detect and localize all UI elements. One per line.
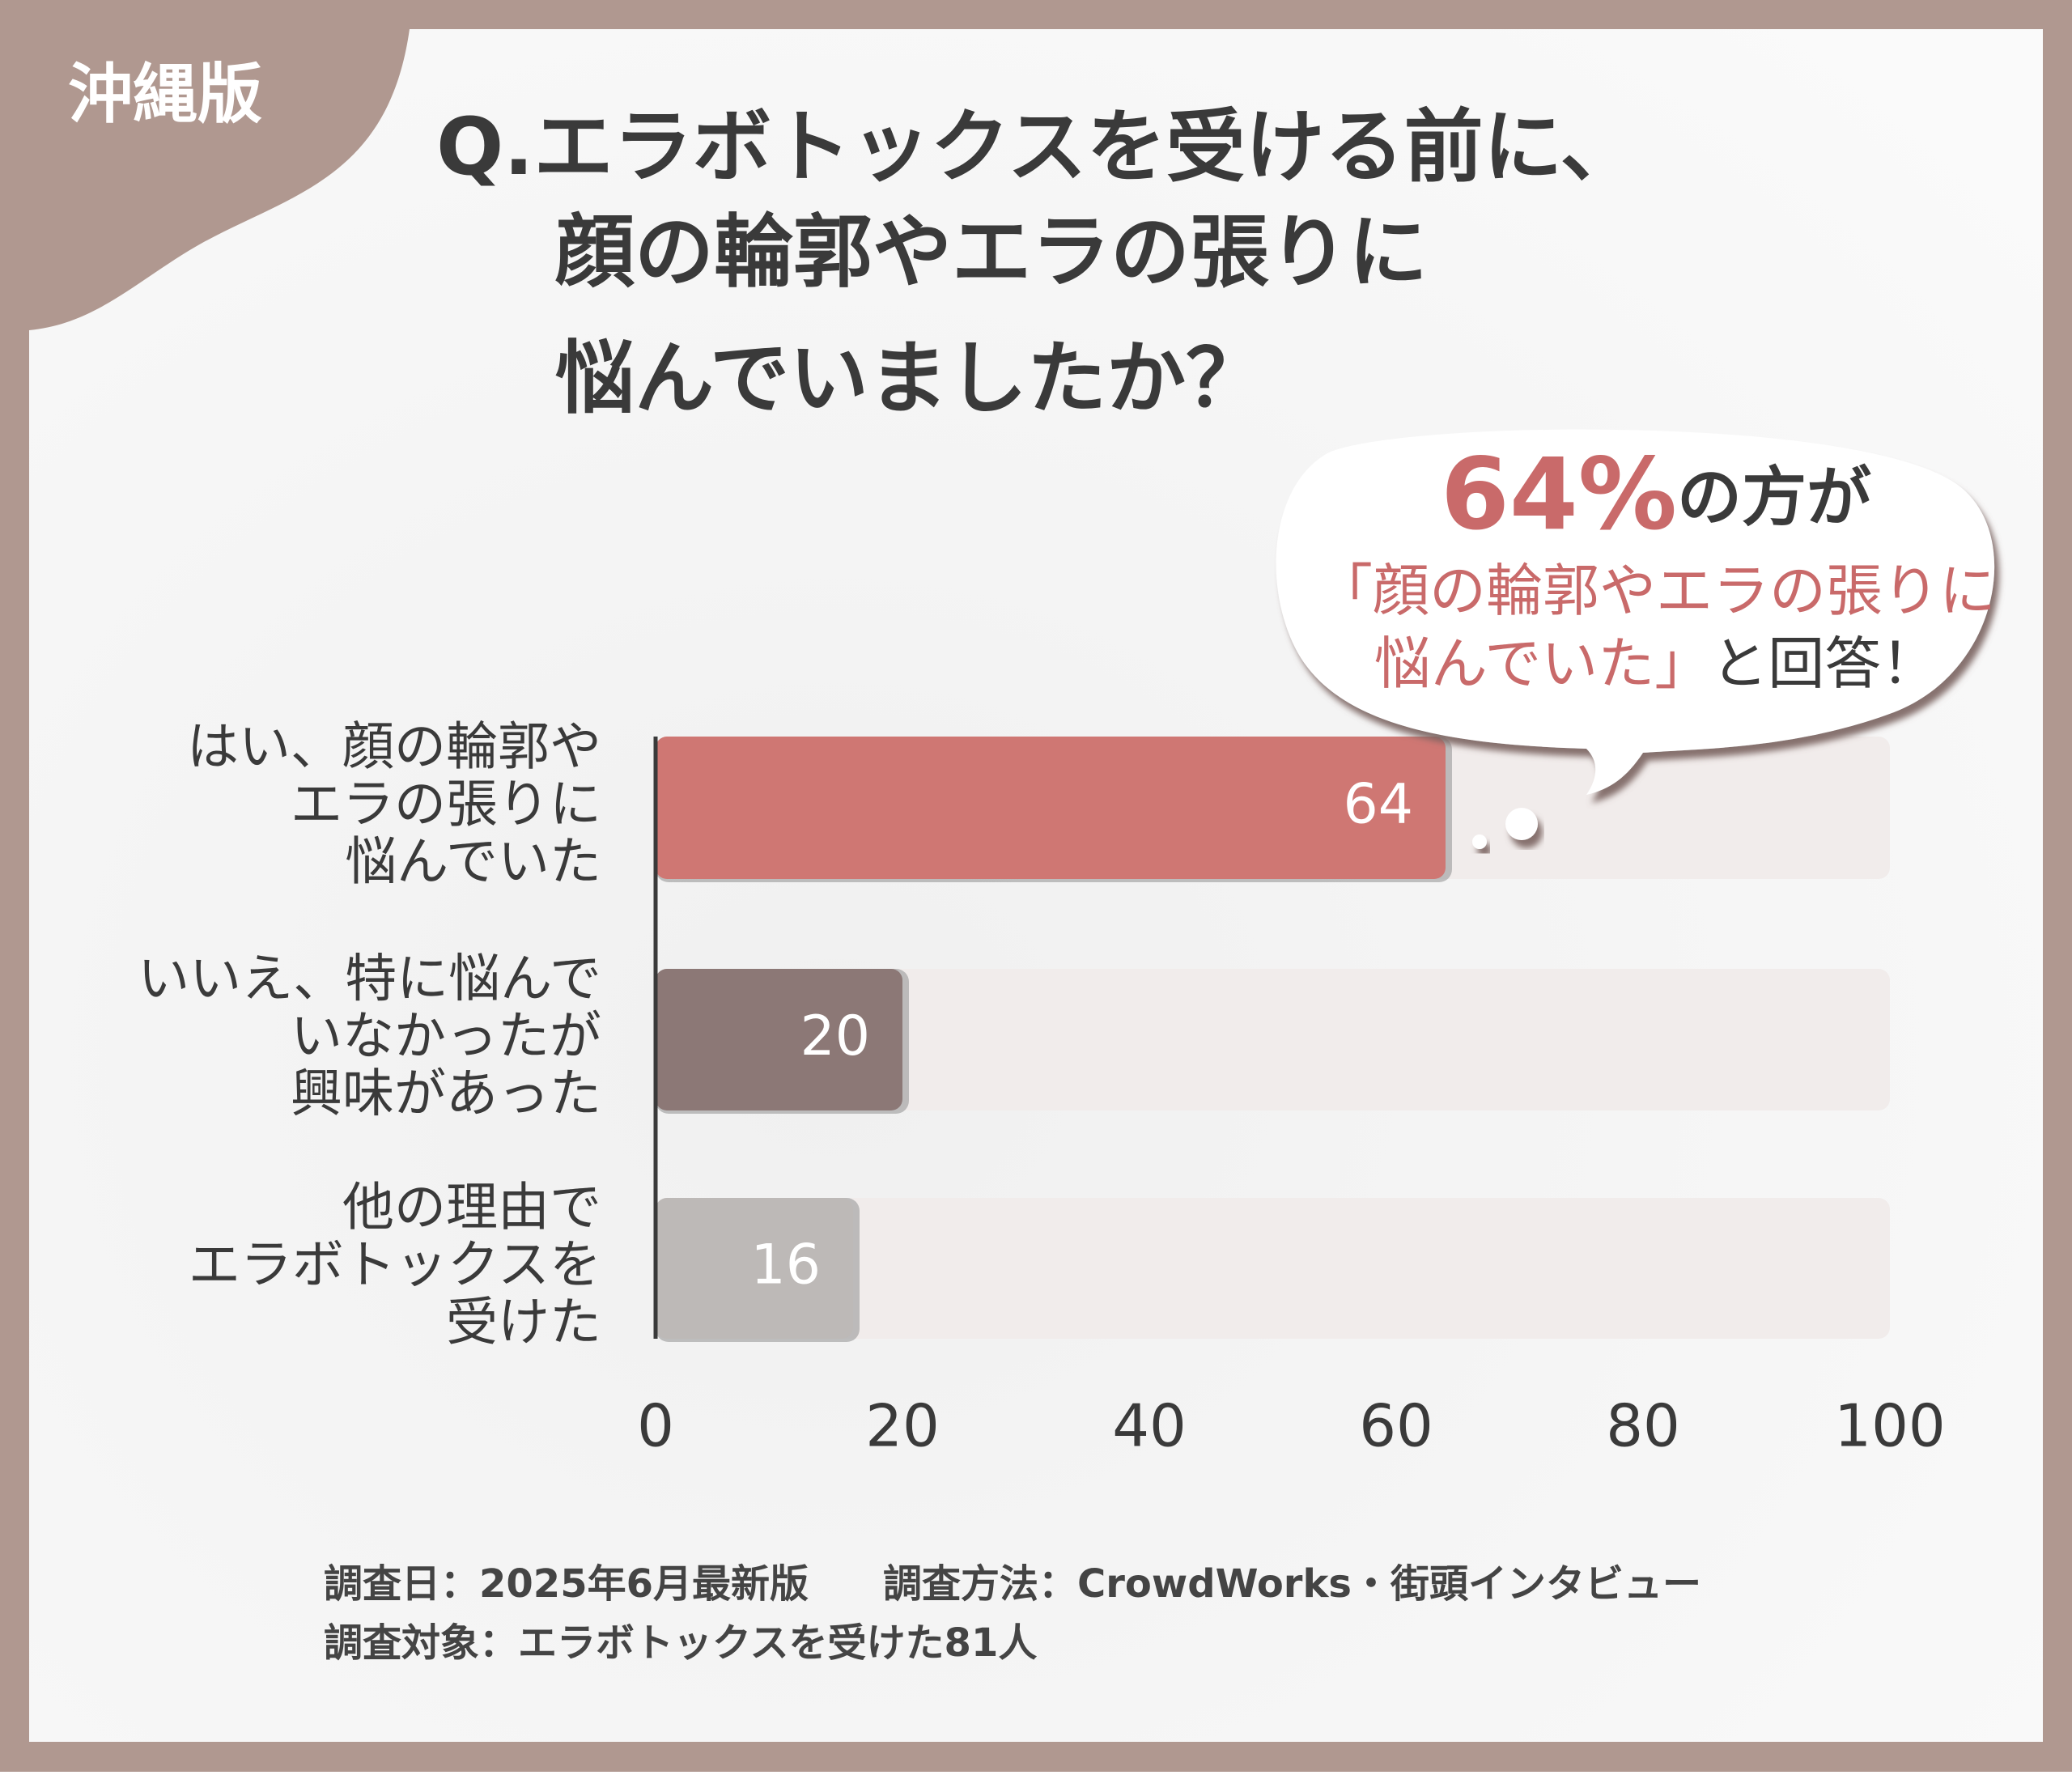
footer: 調査日：2025年6月最新版 [324,1561,809,1607]
bubble [1276,429,1995,795]
x-tick-label: 40 [1112,1392,1187,1460]
callout-text: の方が [1677,460,1871,535]
bar-track [656,969,1890,1110]
callout-text: 「顔の輪郭やエラの張りに [1316,558,1996,624]
x-tick-label: 60 [1359,1392,1433,1460]
x-tick-label: 100 [1834,1392,1945,1460]
panel [29,29,2043,1742]
category-label: 興味があった [291,1064,601,1124]
category-label: エラの張りに [291,775,601,835]
x-tick-label: 20 [865,1392,940,1460]
footer: 調査方法：CrowdWorks・街頭インタビュー [883,1561,1701,1607]
x-tick-label: 0 [637,1392,674,1460]
title: Q.エラボトックスを受ける前に、 [436,101,1640,193]
bubble-dot [1505,808,1538,840]
category-label: 受けた [446,1293,601,1353]
value-label: 20 [800,1004,870,1068]
category-label: 他の理由で [342,1178,601,1238]
value-label: 64 [1343,773,1413,837]
bar [656,737,1446,879]
callout-text: 悩んでいた」 [1374,631,1712,697]
callout-highlight: 64% [1441,437,1677,552]
category-label: はい、顔の輪郭や [187,718,601,778]
callout-text: と回答！ [1711,631,1938,697]
footer: 調査対象：エラボトックスを受けた81人 [324,1620,1037,1666]
callout-line: 64%の方が [1441,437,1871,552]
title: 悩んでいましたか？ [555,333,1265,425]
bar [656,969,902,1110]
bubble-dot [1472,834,1487,849]
bar [656,1198,853,1339]
category-label: いいえ、特に悩んで [138,949,601,1009]
category-label: 悩んでいた [345,833,601,893]
x-tick-label: 80 [1606,1392,1680,1460]
title: 顔の輪郭やエラの張りに [555,206,1428,299]
bar-track [656,1198,1890,1339]
category-label: いなかったが [291,1007,601,1067]
category-label: エラボトックスを [189,1236,601,1296]
badge: 沖縄版 [68,57,262,132]
value-label: 16 [750,1234,821,1297]
callout: 64%の方が 「顔の輪郭やエラの張りに 悩んでいた」と回答！ [1276,429,1996,849]
badge-shape [29,29,410,330]
callout-line: 悩んでいた」と回答！ [1374,631,1938,697]
